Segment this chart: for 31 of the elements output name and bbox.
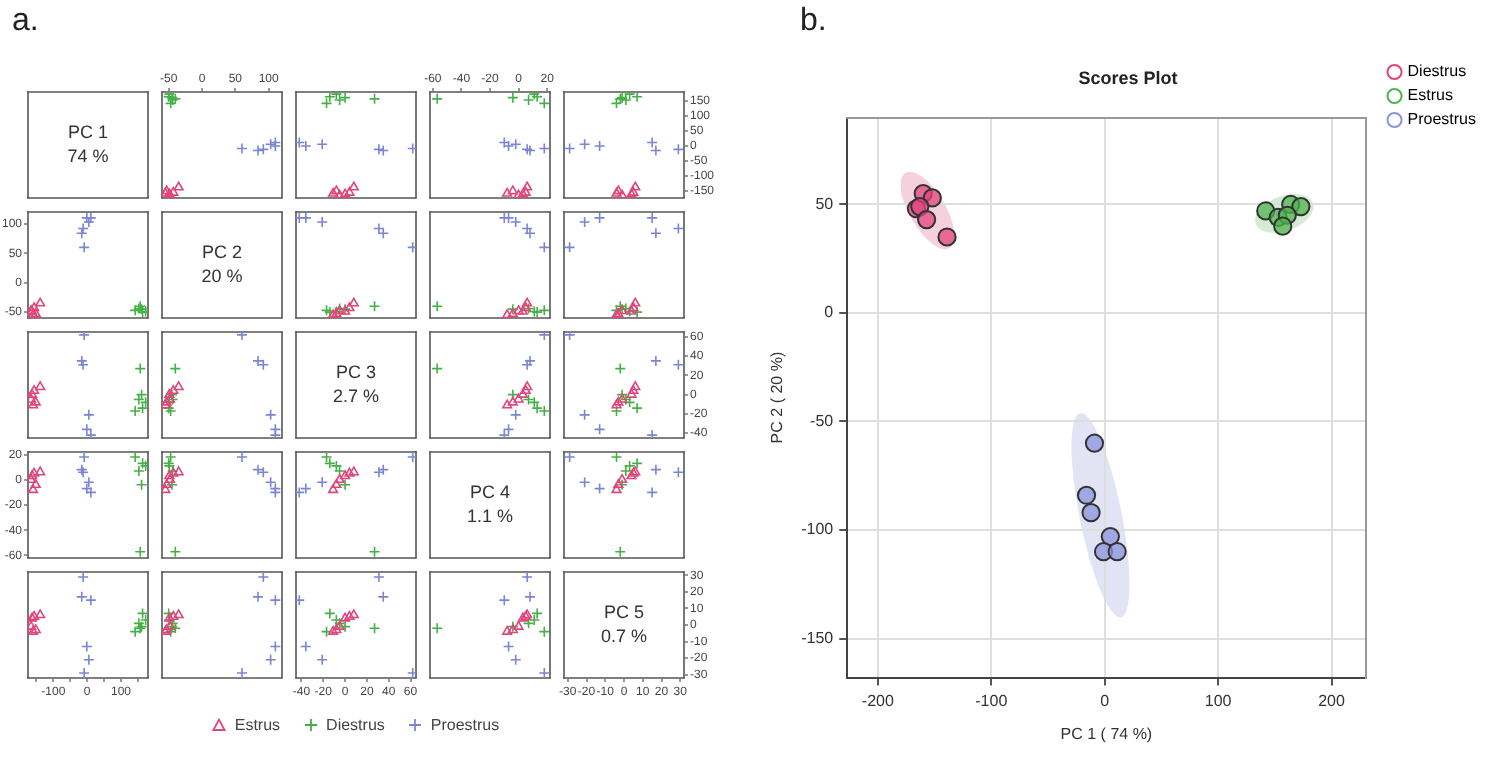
y-tick-label: -100 (801, 520, 835, 539)
text: 74 % (67, 145, 109, 166)
legend-label: Proestrus (1407, 110, 1476, 129)
y-tick-label: -50 (810, 411, 835, 430)
x-axis-title: PC 1 ( 74 %) (1060, 724, 1153, 743)
x-tick-label: 200 (1318, 691, 1346, 710)
x-tick-label: -100 (975, 691, 1009, 710)
legend-label: Estrus (234, 716, 281, 734)
x-tick-label: 0 (1100, 691, 1111, 710)
text: 1.1 % (466, 505, 514, 526)
y-axis-title: PC 2 ( 20 %) (768, 351, 787, 444)
text: 0.7 % (600, 625, 648, 646)
legend-label: Diestrus (326, 716, 385, 734)
text: b. (800, 4, 827, 40)
text: PC 5 (603, 601, 645, 622)
legend-label: Diestrus (1407, 62, 1467, 81)
x-tick-label: -200 (861, 691, 895, 710)
text: 2.7 % (332, 385, 380, 406)
y-tick-label: -150 (801, 628, 835, 647)
legend-label: Proestrus (430, 716, 500, 734)
text: 20 % (201, 265, 243, 286)
text: PC 2 (201, 241, 243, 262)
text: PC 4 (469, 481, 511, 502)
y-tick-label: 0 (824, 303, 835, 322)
y-tick-label: 50 (815, 194, 835, 213)
chart-title: Scores Plot (1078, 67, 1178, 88)
text: PC 3 (335, 361, 377, 382)
legend-label: Estrus (1407, 86, 1453, 105)
text: PC 1 (67, 121, 109, 142)
x-tick-label: 100 (1204, 691, 1233, 710)
text: a. (12, 4, 39, 40)
